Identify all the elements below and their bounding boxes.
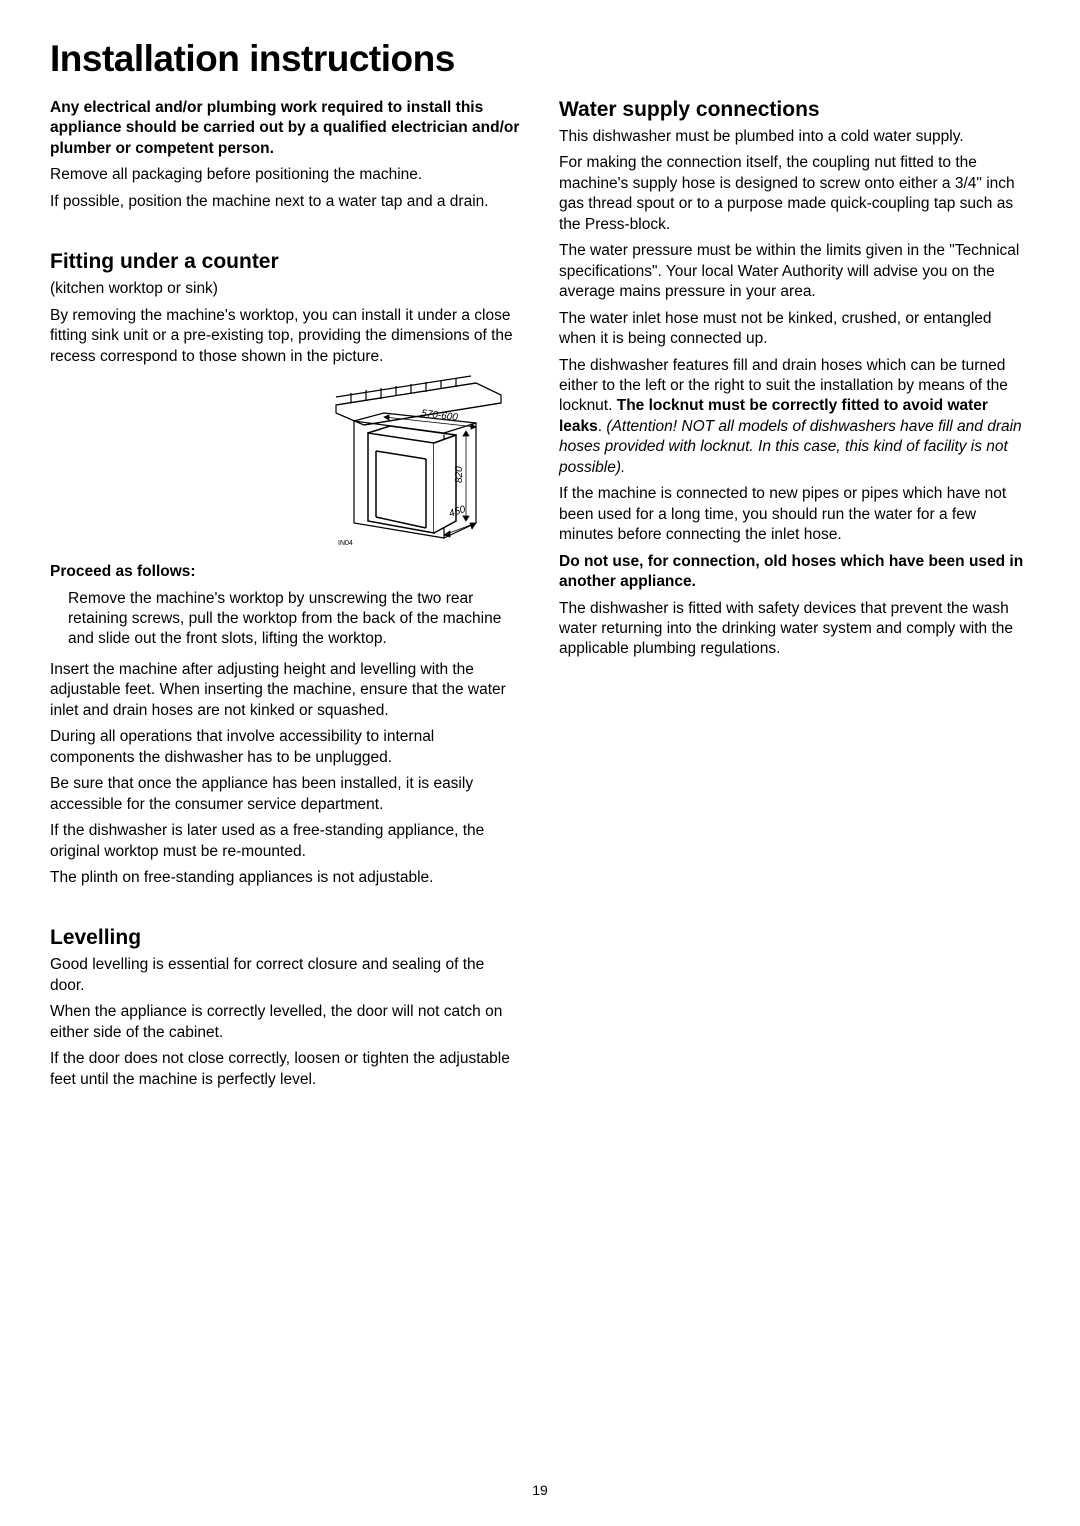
diagram-container: 570-600 820 450	[50, 373, 521, 548]
fitting-p2: Insert the machine after adjusting heigh…	[50, 660, 521, 721]
water-p5d: (Attention! NOT all models of dishwasher…	[559, 418, 1022, 476]
page-title: Installation instructions	[50, 38, 1030, 80]
heading-levelling: Levelling	[50, 926, 521, 950]
fitting-p5: If the dishwasher is later used as a fre…	[50, 821, 521, 862]
heading-water: Water supply connections	[559, 98, 1030, 122]
left-column: Any electrical and/or plumbing work requ…	[50, 98, 521, 1096]
columns: Any electrical and/or plumbing work requ…	[50, 98, 1030, 1096]
fitting-p4: Be sure that once the appliance has been…	[50, 774, 521, 815]
water-p7: Do not use, for connection, old hoses wh…	[559, 552, 1030, 593]
water-p4: The water inlet hose must not be kinked,…	[559, 309, 1030, 350]
page: Installation instructions Any electrical…	[0, 0, 1080, 1126]
proceed-body: Remove the machine's worktop by unscrewi…	[50, 589, 521, 650]
proceed-label: Proceed as follows:	[50, 562, 521, 582]
water-p1: This dishwasher must be plumbed into a c…	[559, 127, 1030, 147]
levelling-p2: When the appliance is correctly levelled…	[50, 1002, 521, 1043]
water-p8: The dishwasher is fitted with safety dev…	[559, 599, 1030, 660]
water-p2: For making the connection itself, the co…	[559, 153, 1030, 235]
intro-p1: Remove all packaging before positioning …	[50, 165, 521, 185]
fitting-p3: During all operations that involve acces…	[50, 727, 521, 768]
right-column: Water supply connections This dishwasher…	[559, 98, 1030, 1096]
diagram-label: IN04	[338, 540, 353, 547]
water-p3: The water pressure must be within the li…	[559, 241, 1030, 302]
levelling-p3: If the door does not close correctly, lo…	[50, 1049, 521, 1090]
fitting-subtitle: (kitchen worktop or sink)	[50, 279, 521, 299]
page-number: 19	[0, 1482, 1080, 1498]
water-p6: If the machine is connected to new pipes…	[559, 484, 1030, 545]
water-p5: The dishwasher features fill and drain h…	[559, 356, 1030, 479]
fitting-p6: The plinth on free-standing appliances i…	[50, 868, 521, 888]
installation-diagram: 570-600 820 450	[326, 373, 511, 548]
levelling-p1: Good levelling is essential for correct …	[50, 955, 521, 996]
heading-fitting: Fitting under a counter	[50, 250, 521, 274]
intro-warning: Any electrical and/or plumbing work requ…	[50, 98, 521, 159]
dim-side: 820	[454, 466, 465, 483]
fitting-p1: By removing the machine's worktop, you c…	[50, 306, 521, 367]
intro-p2: If possible, position the machine next t…	[50, 192, 521, 212]
